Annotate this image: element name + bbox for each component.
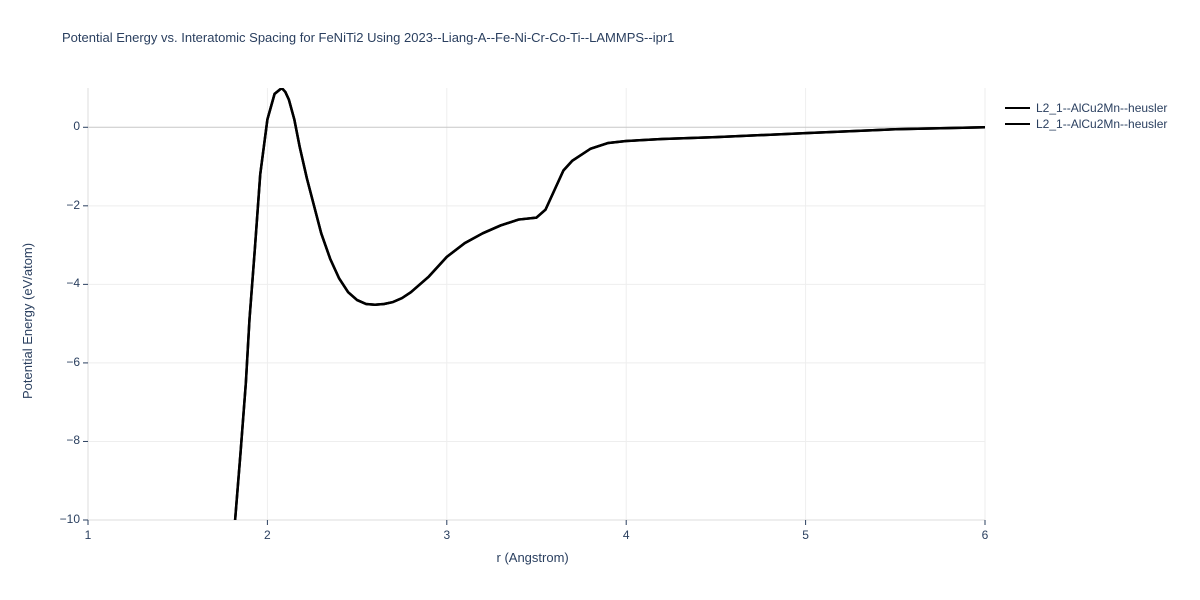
x-tick-label: 3	[437, 528, 457, 542]
y-tick-label: −10	[40, 512, 80, 526]
y-tick-label: −8	[40, 433, 80, 447]
plot-svg	[0, 0, 1200, 600]
x-tick-label: 6	[975, 528, 995, 542]
legend-swatch	[1005, 123, 1030, 125]
legend-item[interactable]: L2_1--AlCu2Mn--heusler	[1005, 116, 1167, 132]
legend-label: L2_1--AlCu2Mn--heusler	[1036, 101, 1167, 115]
chart-container: Potential Energy vs. Interatomic Spacing…	[0, 0, 1200, 600]
y-tick-label: 0	[40, 119, 80, 133]
legend-item[interactable]: L2_1--AlCu2Mn--heusler	[1005, 100, 1167, 116]
series-line[interactable]	[235, 88, 985, 520]
x-tick-label: 1	[78, 528, 98, 542]
y-tick-label: −2	[40, 198, 80, 212]
x-tick-label: 4	[616, 528, 636, 542]
y-tick-label: −4	[40, 276, 80, 290]
legend: L2_1--AlCu2Mn--heusler L2_1--AlCu2Mn--heu…	[1005, 100, 1167, 132]
legend-swatch	[1005, 107, 1030, 109]
x-tick-label: 2	[257, 528, 277, 542]
x-tick-label: 5	[796, 528, 816, 542]
legend-label: L2_1--AlCu2Mn--heusler	[1036, 117, 1167, 131]
y-tick-label: −6	[40, 355, 80, 369]
series-line[interactable]	[235, 88, 985, 520]
